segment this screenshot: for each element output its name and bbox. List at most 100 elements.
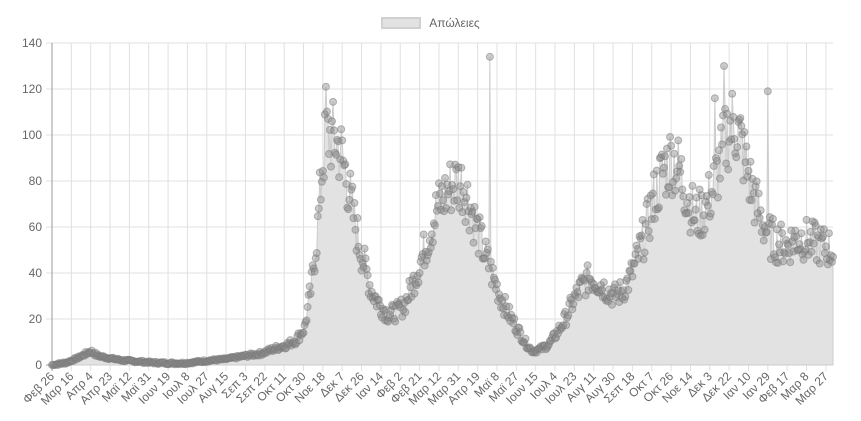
- data-point[interactable]: [415, 268, 424, 277]
- data-point[interactable]: [746, 157, 755, 166]
- data-point[interactable]: [457, 163, 466, 172]
- data-point[interactable]: [365, 280, 374, 289]
- data-point[interactable]: [574, 293, 583, 302]
- data-point[interactable]: [428, 238, 437, 247]
- data-point[interactable]: [763, 87, 772, 96]
- data-point[interactable]: [650, 214, 659, 223]
- data-point[interactable]: [314, 204, 323, 213]
- data-point[interactable]: [490, 275, 499, 284]
- data-point[interactable]: [302, 316, 311, 325]
- data-point[interactable]: [344, 205, 353, 214]
- data-point[interactable]: [799, 255, 808, 264]
- data-point[interactable]: [652, 166, 661, 175]
- data-point[interactable]: [401, 308, 410, 317]
- data-point[interactable]: [645, 234, 654, 243]
- data-point[interactable]: [715, 174, 724, 183]
- data-point[interactable]: [321, 82, 330, 91]
- data-point[interactable]: [671, 186, 680, 195]
- data-point[interactable]: [777, 220, 786, 229]
- data-point[interactable]: [720, 62, 729, 70]
- data-point[interactable]: [659, 163, 668, 172]
- legend-label[interactable]: Απώλειες: [429, 16, 480, 30]
- data-point[interactable]: [510, 314, 519, 323]
- data-point[interactable]: [435, 189, 444, 198]
- data-point[interactable]: [449, 185, 458, 194]
- data-point[interactable]: [313, 212, 322, 221]
- data-point[interactable]: [716, 123, 725, 132]
- data-point[interactable]: [807, 247, 816, 256]
- data-point[interactable]: [469, 238, 478, 247]
- data-point[interactable]: [439, 196, 448, 205]
- data-point[interactable]: [319, 173, 328, 182]
- data-point[interactable]: [305, 282, 314, 291]
- data-point[interactable]: [728, 89, 737, 98]
- data-point[interactable]: [666, 132, 675, 141]
- data-point[interactable]: [730, 134, 739, 143]
- data-point[interactable]: [747, 196, 756, 205]
- data-point[interactable]: [424, 248, 433, 257]
- data-point[interactable]: [703, 201, 712, 210]
- data-point[interactable]: [821, 242, 830, 251]
- data-point[interactable]: [802, 215, 811, 224]
- data-point[interactable]: [690, 216, 699, 225]
- data-point[interactable]: [691, 205, 700, 214]
- data-point[interactable]: [752, 177, 761, 186]
- data-point[interactable]: [748, 174, 757, 183]
- data-point[interactable]: [672, 174, 681, 183]
- data-point[interactable]: [335, 173, 344, 182]
- data-point[interactable]: [353, 214, 362, 223]
- data-point[interactable]: [706, 209, 715, 218]
- data-point[interactable]: [453, 196, 462, 205]
- data-point[interactable]: [742, 142, 751, 151]
- data-point[interactable]: [351, 225, 360, 234]
- data-point[interactable]: [786, 258, 795, 267]
- data-point[interactable]: [667, 141, 676, 150]
- data-point[interactable]: [688, 181, 697, 190]
- data-point[interactable]: [712, 156, 721, 165]
- data-point[interactable]: [328, 117, 337, 126]
- data-point[interactable]: [699, 211, 708, 220]
- data-point[interactable]: [310, 267, 319, 276]
- data-point[interactable]: [644, 226, 653, 235]
- data-point[interactable]: [754, 189, 763, 198]
- data-point[interactable]: [654, 203, 663, 212]
- data-point[interactable]: [329, 97, 338, 106]
- data-point[interactable]: [501, 292, 510, 301]
- data-point[interactable]: [477, 222, 486, 231]
- data-point[interactable]: [755, 213, 764, 222]
- data-point[interactable]: [637, 231, 646, 240]
- data-point[interactable]: [818, 232, 827, 241]
- data-point[interactable]: [299, 328, 308, 337]
- data-point[interactable]: [362, 265, 371, 274]
- data-point[interactable]: [350, 198, 359, 207]
- data-point[interactable]: [346, 169, 355, 178]
- data-point[interactable]: [430, 221, 439, 230]
- data-point[interactable]: [521, 334, 530, 343]
- data-point[interactable]: [676, 167, 685, 176]
- data-point[interactable]: [678, 185, 687, 194]
- data-point[interactable]: [759, 236, 768, 245]
- data-point[interactable]: [824, 229, 833, 238]
- data-point[interactable]: [569, 300, 578, 309]
- data-point[interactable]: [713, 193, 722, 202]
- data-point[interactable]: [829, 252, 837, 261]
- data-point[interactable]: [341, 160, 350, 169]
- data-point[interactable]: [597, 286, 606, 295]
- data-point[interactable]: [718, 140, 727, 149]
- data-point[interactable]: [360, 244, 369, 253]
- data-point[interactable]: [700, 225, 709, 234]
- data-point[interactable]: [624, 286, 633, 295]
- data-point[interactable]: [640, 248, 649, 257]
- data-point[interactable]: [475, 213, 484, 222]
- data-point[interactable]: [662, 190, 671, 199]
- data-point[interactable]: [778, 229, 787, 238]
- data-point[interactable]: [641, 220, 650, 228]
- data-point[interactable]: [710, 94, 719, 103]
- data-point[interactable]: [674, 136, 683, 145]
- data-point[interactable]: [361, 254, 370, 263]
- data-point[interactable]: [583, 261, 592, 270]
- data-point[interactable]: [608, 300, 617, 309]
- data-point[interactable]: [744, 166, 753, 175]
- data-point[interactable]: [621, 292, 630, 301]
- data-point[interactable]: [740, 128, 749, 137]
